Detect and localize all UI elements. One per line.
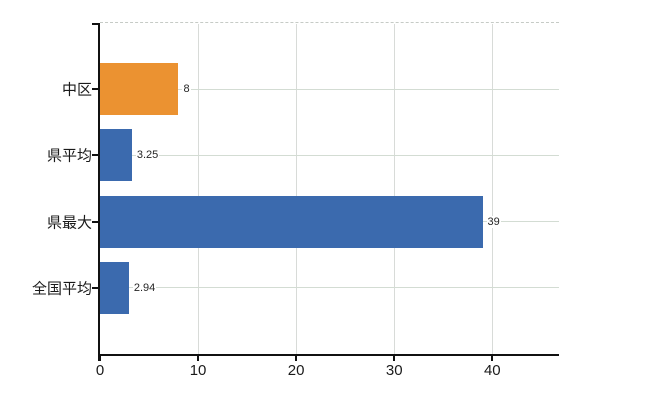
x-axis-label: 20 bbox=[287, 362, 305, 379]
y-axis-label: 県平均 bbox=[46, 147, 92, 165]
y-gridline bbox=[100, 154, 559, 156]
y-axis-line bbox=[98, 23, 100, 361]
x-axis-label: 10 bbox=[189, 362, 207, 379]
y-axis-tick bbox=[92, 286, 98, 289]
y-axis-tick bbox=[92, 220, 98, 223]
x-gridline bbox=[197, 24, 199, 354]
x-axis-tick bbox=[491, 356, 494, 361]
x-gridline bbox=[491, 24, 493, 354]
x-axis-tick bbox=[99, 356, 101, 361]
bar bbox=[100, 129, 132, 182]
y-gridline bbox=[100, 88, 559, 90]
y-axis-label: 県最大 bbox=[46, 214, 92, 232]
bar bbox=[100, 63, 179, 116]
y-axis-label: 中区 bbox=[61, 81, 92, 99]
x-axis-tick bbox=[197, 356, 200, 361]
y-axis-label: 全国平均 bbox=[31, 280, 92, 298]
plot-top-border bbox=[100, 22, 559, 23]
x-axis-label: 30 bbox=[385, 362, 403, 379]
y-gridline bbox=[100, 287, 559, 289]
bar-value-label: 3.25 bbox=[135, 149, 160, 162]
y-axis-tick bbox=[92, 154, 98, 157]
x-gridline bbox=[393, 24, 395, 354]
y-axis-tick bbox=[92, 23, 98, 25]
plot-area: 8 中区 3.25 県平均 39 県最大 2.94 全国平均 0 10 20 30 40 bbox=[32, 22, 559, 379]
bar bbox=[100, 195, 483, 248]
x-axis-line bbox=[98, 354, 559, 356]
x-axis-label: 0 bbox=[95, 362, 105, 379]
x-gridline bbox=[295, 24, 297, 354]
bar-value-label: 8 bbox=[182, 83, 191, 96]
y-axis-tick bbox=[92, 88, 98, 91]
bar-value-label: 2.94 bbox=[132, 281, 157, 294]
bar bbox=[100, 261, 129, 314]
bar-value-label: 39 bbox=[486, 215, 501, 228]
x-axis-tick bbox=[295, 356, 298, 361]
x-axis-label: 40 bbox=[483, 362, 501, 379]
x-axis-tick bbox=[393, 356, 396, 361]
